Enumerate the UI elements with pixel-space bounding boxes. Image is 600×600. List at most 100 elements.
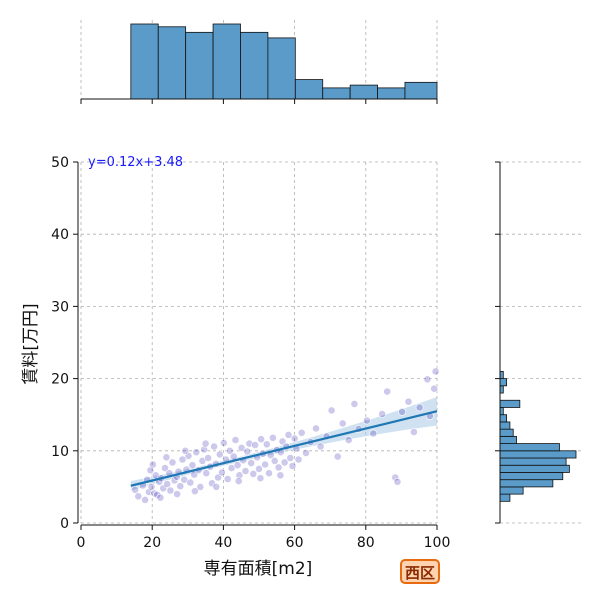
scatter-point [241, 467, 250, 475]
scatter-point [409, 428, 418, 436]
scatter-point [256, 474, 265, 483]
scatter-point [237, 443, 246, 452]
right-hist-bar [499, 464, 570, 473]
scatter-point [398, 407, 406, 416]
scatter-point [362, 416, 371, 425]
scatter-point [141, 495, 149, 504]
right-hist-bar [499, 421, 511, 430]
scatter-point [280, 458, 289, 467]
scatter-point [431, 367, 440, 376]
scatter-point [404, 397, 413, 406]
scatter-point [215, 450, 224, 459]
scatter-point [294, 455, 303, 464]
scatter-point [231, 436, 240, 444]
right-hist-bar [499, 414, 508, 423]
right-hist-bar [499, 472, 564, 481]
y-tick-label: 40 [51, 227, 69, 243]
scatter-point [338, 419, 347, 428]
scatter-point [243, 447, 252, 456]
scatter-point [302, 449, 310, 457]
scatter-point [146, 466, 155, 475]
scatter-point [327, 406, 336, 415]
scatter-point [261, 460, 269, 469]
x-tick-label: 60 [286, 535, 304, 551]
scatter-point [147, 482, 156, 491]
right-hist-bar [499, 486, 524, 495]
scatter-point [219, 438, 228, 447]
top-hist-bar [349, 84, 378, 100]
scatter-point [344, 436, 353, 444]
scatter-point [186, 478, 195, 487]
right-marginal-histogram [495, 161, 582, 524]
scatter-point [251, 441, 259, 449]
scatter-point [166, 486, 175, 495]
scatter-point [163, 480, 172, 488]
scatter-point [181, 446, 190, 455]
x-tick-label: 40 [214, 535, 232, 551]
scatter-point [423, 375, 432, 384]
top-hist-bar [157, 26, 187, 100]
scatter-point [288, 462, 297, 470]
top-hist-bar [377, 87, 406, 100]
regression-equation: y=0.12x+3.48 [88, 155, 183, 170]
x-tick-label: 0 [77, 535, 86, 551]
scatter-point [233, 461, 242, 470]
top-hist-bar [130, 23, 159, 100]
main-axes: 0 20 40 60 80 100 0 10 20 30 40 50 [51, 155, 450, 551]
scatter-point [234, 477, 243, 485]
scatter-point [297, 428, 306, 437]
scatter-point [134, 492, 143, 501]
scatter-point [350, 399, 359, 408]
scatter-point [262, 440, 271, 449]
scatter-point [202, 469, 211, 478]
scatter-point [190, 487, 199, 496]
scatter-point [153, 490, 162, 499]
scatter-point [245, 439, 254, 448]
scatter-point [188, 461, 197, 470]
scatter-point [391, 473, 400, 482]
scatter-point [270, 456, 279, 465]
scatter-point [265, 469, 273, 478]
scatter-point [369, 429, 378, 438]
scatter-point [159, 484, 168, 493]
top-hist-bar [404, 81, 438, 100]
scatter-point [223, 475, 232, 483]
scatter-point [278, 437, 287, 446]
regression-line-group [130, 410, 438, 487]
scatter-point [255, 464, 263, 473]
scatter-point [312, 424, 320, 433]
top-hist-bar [294, 79, 324, 100]
top-hist-bar [185, 31, 214, 100]
scatter-point [173, 490, 181, 498]
scatter-point [168, 458, 177, 467]
scatter-point [257, 435, 265, 444]
scatter-point [284, 430, 293, 439]
scatter-point [225, 446, 234, 455]
right-hist-bar [499, 443, 560, 452]
scatter-point [393, 477, 402, 486]
x-tick-label: 80 [357, 535, 375, 551]
scatter-point [200, 445, 209, 454]
district-badge: 西区 [400, 559, 440, 584]
scatter-points [131, 367, 440, 504]
scatter-point [176, 482, 185, 491]
scatter-point [333, 452, 342, 461]
scatter-point [148, 460, 157, 469]
scatter-point [276, 471, 285, 480]
right-hist-bar [499, 479, 554, 488]
scatter-point [430, 384, 439, 393]
scatter-point [212, 482, 221, 491]
scatter-point [178, 455, 187, 464]
scatter-point [378, 410, 387, 418]
scatter-point [415, 403, 424, 412]
right-hist-bar [499, 457, 567, 466]
x-tick-label: 20 [143, 535, 161, 551]
right-hist-bar [499, 435, 517, 444]
x-tick-label: 100 [424, 535, 451, 551]
top-hist-bar [322, 87, 351, 100]
top-hist-bar [212, 23, 241, 100]
scatter-point [196, 482, 205, 491]
scatter-point [316, 442, 325, 451]
y-axis-label: 賃料[万円] [21, 303, 41, 384]
scatter-point [247, 459, 256, 467]
